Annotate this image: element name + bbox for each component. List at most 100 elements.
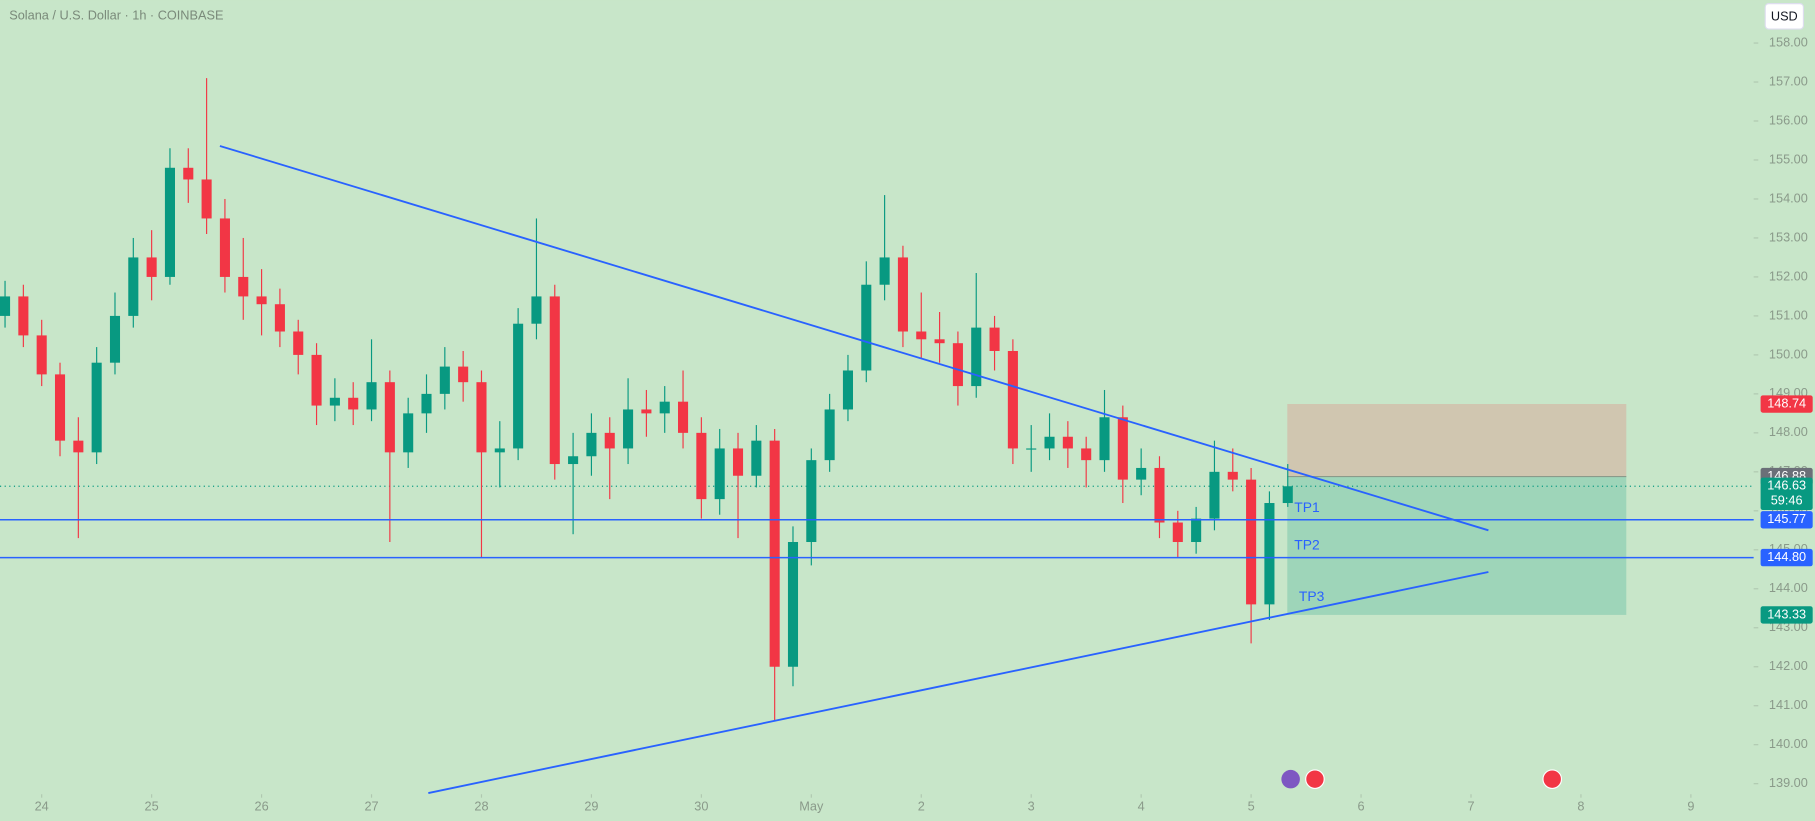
stop-zone	[1287, 404, 1627, 477]
trendline	[428, 571, 1489, 794]
x-tick-label: 26	[255, 798, 269, 813]
candle-body	[1154, 467, 1165, 523]
candle-body	[641, 409, 652, 414]
candle-body	[274, 304, 285, 332]
candle-body	[476, 382, 487, 453]
candle-body	[201, 179, 212, 219]
candle-body	[1136, 467, 1147, 480]
x-tick-label: 8	[1577, 798, 1584, 813]
x-tick-label: 2	[918, 798, 925, 813]
candle-body	[494, 448, 505, 453]
x-tick-label: 3	[1028, 798, 1035, 813]
candle-body	[714, 448, 725, 500]
candle-body	[787, 542, 799, 667]
candle-body	[934, 339, 945, 344]
price-badge	[1760, 395, 1813, 413]
candle-body	[403, 413, 414, 453]
x-tick-label: 25	[145, 798, 159, 813]
target-name: TP3	[1299, 588, 1325, 604]
candle-body	[586, 432, 597, 457]
y-tick-label: 152.00	[1769, 268, 1808, 283]
candle-body	[421, 393, 432, 414]
y-tick-label: 142.00	[1769, 658, 1808, 673]
level-name: TP1	[1294, 499, 1320, 515]
y-tick-label: 140.00	[1769, 736, 1808, 751]
candle-body	[36, 335, 47, 375]
plot-area: TP1 TP2 TP3	[0, 78, 1754, 794]
y-tick-label: 156.00	[1769, 112, 1808, 127]
y-tick-label: 150.00	[1769, 346, 1808, 361]
candle-body	[1026, 448, 1037, 450]
price-badge-label: 148.74	[1767, 395, 1806, 410]
candle-body	[1282, 486, 1293, 504]
x-tick-label: May	[799, 798, 824, 813]
candle-body	[879, 257, 890, 285]
event-icon[interactable]	[1542, 769, 1563, 790]
candle-body	[732, 448, 744, 476]
event-icon[interactable]	[1305, 769, 1325, 790]
y-tick-label: 144.00	[1769, 580, 1808, 595]
x-tick-label: 30	[694, 798, 708, 813]
candle-body	[897, 257, 908, 332]
x-tick-label: 4	[1138, 798, 1145, 813]
candle-body	[1044, 436, 1055, 449]
candle-body	[1172, 522, 1183, 543]
candle-body	[1007, 350, 1018, 449]
candle-body	[1117, 417, 1128, 480]
candle-body	[549, 296, 560, 465]
candle-body	[238, 276, 249, 297]
candle-body	[842, 370, 854, 410]
y-tick-label: 148.00	[1769, 424, 1808, 439]
event-icon[interactable]	[1281, 769, 1300, 789]
candle-body	[1081, 448, 1092, 461]
countdown-label: 59:46	[1771, 493, 1803, 508]
candle-body	[623, 409, 634, 449]
candle-body	[659, 401, 670, 414]
candle-body	[513, 323, 524, 449]
price-badge-label: 146.63	[1767, 478, 1806, 493]
x-tick-label: 6	[1358, 798, 1365, 813]
candle-body	[329, 397, 340, 406]
candle-body	[751, 440, 762, 476]
y-tick-label: 154.00	[1769, 190, 1808, 205]
x-tick-label: 24	[35, 798, 49, 813]
candle-body	[1209, 471, 1220, 519]
currency-label[interactable]: USD	[1771, 8, 1798, 23]
candle-body	[73, 440, 84, 453]
currency-button[interactable]	[1764, 3, 1805, 30]
candle-body	[366, 382, 377, 410]
candle-body	[91, 362, 102, 453]
candle-body	[293, 331, 304, 355]
candle-body	[861, 284, 872, 371]
candle-body	[1246, 479, 1257, 605]
y-tick-label: 151.00	[1769, 307, 1808, 322]
candle-body	[989, 327, 1000, 351]
candle-body	[1191, 518, 1202, 543]
candle-body	[952, 343, 963, 387]
y-tick-label: 141.00	[1769, 697, 1808, 712]
candle-body	[164, 167, 175, 277]
candle-body	[769, 440, 780, 667]
event-icons	[1281, 769, 1563, 790]
price-badge-label: 143.33	[1767, 606, 1806, 621]
x-tick-label: 5	[1248, 798, 1255, 813]
price-badge-label: 144.80	[1767, 549, 1806, 564]
price-badge-label: 145.77	[1767, 511, 1806, 526]
candle-body	[183, 167, 194, 180]
y-tick-label: 139.00	[1769, 775, 1808, 790]
chart-title: Solana / U.S. Dollar · 1h · COINBASE	[9, 8, 223, 23]
candle-body	[311, 354, 322, 406]
candle-body	[971, 327, 982, 387]
level-name: TP2	[1294, 537, 1320, 553]
candle-body	[1099, 417, 1110, 461]
candle-body	[458, 366, 469, 383]
candle-body	[54, 374, 66, 441]
candle-body	[1227, 471, 1238, 480]
candle-body	[439, 366, 450, 394]
candle-body	[348, 397, 359, 410]
candle-body	[384, 382, 395, 453]
candle-body	[531, 296, 542, 324]
candle-body	[109, 315, 121, 363]
